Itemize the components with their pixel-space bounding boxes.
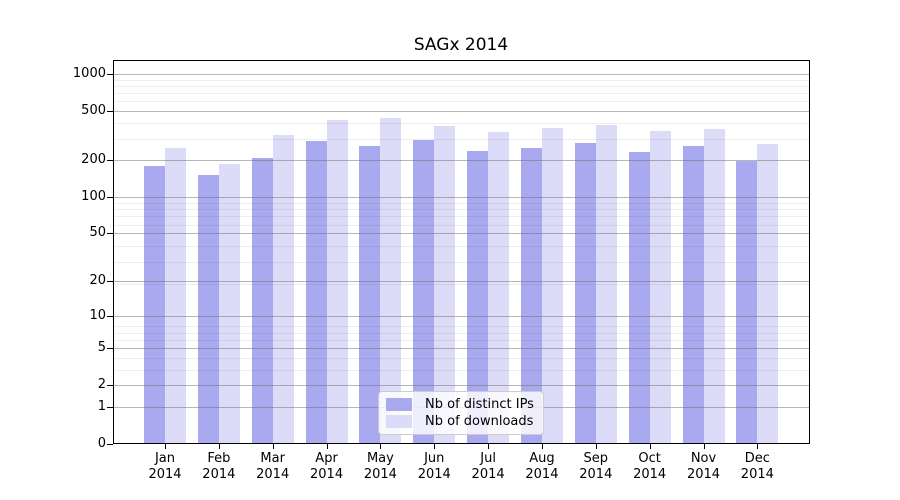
y-tick-label-2: 2 (97, 377, 106, 393)
legend-item-downloads: Nb of downloads (386, 414, 535, 429)
bars-layer (113, 60, 810, 444)
y-tick-100 (107, 196, 113, 198)
bar-ips-aug (520, 148, 542, 444)
y-tick-1 (107, 406, 113, 408)
legend-item-ips: Nb of distinct IPs (386, 397, 535, 412)
y-tick-label-100: 100 (81, 188, 106, 204)
legend-label-downloads: Nb of downloads (425, 414, 534, 429)
bar-downloads-mar (272, 134, 294, 444)
x-tick-may (380, 444, 382, 449)
x-tick-label-oct: Oct 2014 (633, 451, 667, 482)
x-tick-label-feb: Feb 2014 (202, 451, 236, 482)
bar-downloads-oct (649, 131, 671, 444)
x-tick-apr (326, 444, 328, 449)
bar-ips-may (359, 146, 381, 444)
bar-downloads-sep (595, 124, 617, 444)
x-tick-label-aug: Aug 2014 (525, 451, 559, 482)
x-tick-label-may: May 2014 (363, 451, 397, 482)
x-tick-jun (434, 444, 436, 449)
y-tick-0 (107, 444, 113, 445)
bar-downloads-aug (541, 127, 563, 444)
y-tick-label-1000: 1000 (72, 66, 106, 82)
bar-ips-oct (628, 152, 650, 444)
x-tick-dec (757, 444, 759, 449)
y-tick-label-10: 10 (89, 307, 106, 323)
bar-downloads-may (380, 117, 402, 444)
y-tick-label-5: 5 (97, 340, 106, 356)
x-tick-jul (488, 444, 490, 449)
x-tick-label-dec: Dec 2014 (740, 451, 774, 482)
y-tick-20 (107, 280, 113, 282)
bar-downloads-nov (703, 129, 725, 444)
x-tick-sep (595, 444, 597, 449)
bar-downloads-feb (218, 163, 240, 444)
bar-downloads-jun (434, 125, 456, 444)
y-tick-500 (107, 111, 113, 113)
y-tick-label-500: 500 (81, 103, 106, 119)
y-tick-label-20: 20 (89, 272, 106, 288)
y-tick-10 (107, 315, 113, 317)
bar-ips-jun (413, 140, 435, 444)
chart-title: SAGx 2014 (413, 35, 509, 55)
bar-ips-jul (467, 150, 489, 444)
x-tick-aug (541, 444, 543, 449)
legend-swatch-downloads (386, 415, 412, 428)
legend-label-ips: Nb of distinct IPs (425, 397, 534, 412)
x-tick-oct (649, 444, 651, 449)
x-tick-feb (218, 444, 220, 449)
bar-ips-feb (197, 174, 219, 444)
y-tick-label-1: 1 (97, 398, 106, 414)
y-tick-label-0: 0 (97, 436, 106, 451)
x-tick-label-nov: Nov 2014 (686, 451, 721, 482)
y-tick-label-200: 200 (81, 152, 106, 168)
y-tick-2 (107, 385, 113, 387)
x-tick-label-jun: Jun 2014 (417, 451, 451, 482)
bar-ips-sep (574, 142, 596, 444)
x-tick-label-apr: Apr 2014 (310, 451, 344, 482)
y-tick-1000 (107, 74, 113, 76)
y-tick-label-50: 50 (89, 225, 106, 241)
y-tick-5 (107, 348, 113, 350)
x-tick-label-jul: Jul 2014 (471, 451, 505, 482)
bar-ips-nov (682, 145, 704, 444)
bar-ips-dec (736, 161, 758, 444)
legend-swatch-ips (386, 398, 412, 411)
bar-downloads-jul (488, 132, 510, 444)
y-tick-200 (107, 160, 113, 162)
bar-downloads-dec (757, 144, 779, 444)
x-tick-nov (703, 444, 705, 449)
legend: Nb of distinct IPs Nb of downloads (378, 391, 544, 435)
x-tick-mar (272, 444, 274, 449)
x-tick-label-mar: Mar 2014 (256, 451, 290, 482)
bar-ips-jan (144, 165, 165, 444)
x-tick-jan (165, 444, 166, 449)
x-tick-label-sep: Sep 2014 (579, 451, 613, 482)
bar-ips-mar (251, 157, 273, 444)
bar-ips-apr (305, 141, 327, 444)
y-tick-50 (107, 233, 113, 235)
bar-downloads-jan (165, 147, 186, 444)
bar-downloads-apr (326, 120, 348, 444)
plot-area (113, 60, 810, 444)
x-tick-label-jan: Jan 2014 (148, 451, 182, 482)
